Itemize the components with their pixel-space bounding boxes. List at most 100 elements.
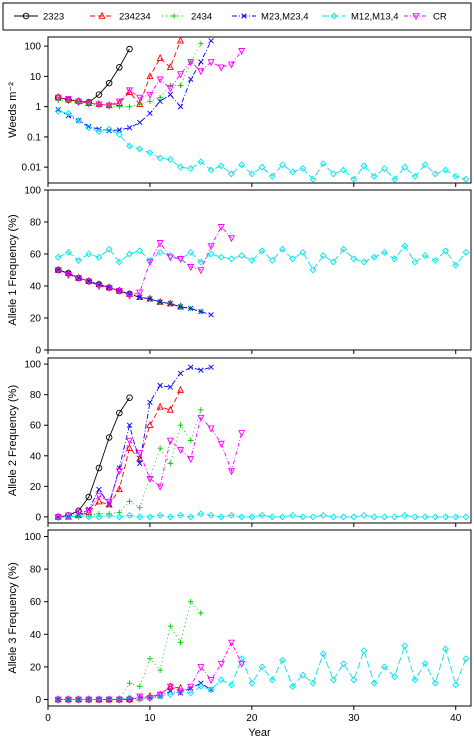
data-point <box>115 258 123 266</box>
data-point <box>329 676 337 684</box>
data-point <box>238 48 246 56</box>
data-point <box>95 464 103 472</box>
y-tick-label: 60 <box>30 597 42 608</box>
data-point <box>105 102 113 110</box>
panel: 0.01 0.1 1 10 100 Weeds m⁻² <box>7 36 472 187</box>
data-point <box>452 261 460 269</box>
data-point <box>431 679 439 687</box>
data-point <box>156 154 164 162</box>
data-point <box>411 172 419 180</box>
data-point <box>75 509 83 517</box>
legend-label: 2323 <box>43 12 64 23</box>
data-point <box>105 511 113 519</box>
data-point <box>309 513 317 521</box>
data-point <box>299 165 307 172</box>
data-point <box>136 449 144 458</box>
x-tick-label: 0 <box>45 713 51 724</box>
data-point <box>75 275 83 283</box>
series-line <box>58 641 243 700</box>
data-point <box>75 98 83 106</box>
data-point <box>268 676 276 684</box>
data-point <box>299 248 307 256</box>
series <box>54 385 185 520</box>
data-point <box>166 156 174 163</box>
data-point <box>95 283 103 291</box>
data-point <box>462 513 470 521</box>
data-point <box>147 474 153 480</box>
series <box>54 639 246 704</box>
data-point <box>380 513 388 521</box>
legend-marker <box>98 11 106 19</box>
data-point <box>217 224 225 232</box>
data-point <box>319 252 327 260</box>
data-point <box>187 248 195 256</box>
legend-marker <box>241 13 247 19</box>
series <box>55 364 214 520</box>
data-point <box>401 163 409 171</box>
y-tick-label: 40 <box>30 451 42 462</box>
data-point <box>360 511 368 519</box>
legend-label: CR <box>433 12 447 23</box>
data-point <box>85 696 93 704</box>
data-point <box>157 94 163 101</box>
data-point <box>75 256 83 264</box>
data-point <box>136 247 144 255</box>
data-point <box>85 493 93 501</box>
data-point <box>136 683 143 690</box>
data-point <box>176 688 185 696</box>
data-point <box>115 485 123 493</box>
data-point <box>116 64 123 71</box>
data-point <box>167 91 174 98</box>
data-point <box>370 679 378 687</box>
data-point <box>197 267 205 275</box>
data-point <box>136 454 144 462</box>
data-point <box>198 308 204 315</box>
data-point <box>64 272 72 280</box>
data-point <box>55 106 61 113</box>
data-point <box>136 513 144 521</box>
data-point <box>157 667 163 673</box>
data-point <box>462 248 470 256</box>
data-point <box>187 689 195 697</box>
data-point <box>238 252 246 260</box>
legend-marker <box>171 13 177 19</box>
series-line <box>58 226 232 297</box>
legend-marker <box>22 12 30 20</box>
data-point <box>187 165 195 172</box>
data-point <box>360 647 368 655</box>
data-point <box>177 639 184 646</box>
data-point <box>147 110 153 117</box>
data-point <box>136 145 144 153</box>
data-point <box>64 513 72 521</box>
data-point <box>442 645 449 653</box>
data-point <box>258 511 266 519</box>
data-point <box>136 94 144 102</box>
data-point <box>177 422 184 429</box>
data-point <box>115 288 123 296</box>
data-point <box>289 683 297 690</box>
data-point <box>95 91 103 98</box>
data-point <box>157 299 163 305</box>
data-point <box>411 513 419 521</box>
data-point <box>207 511 215 519</box>
x-tick-label: 30 <box>348 713 360 724</box>
data-point <box>147 399 153 406</box>
data-point <box>329 513 337 521</box>
data-point <box>95 253 103 261</box>
data-point <box>146 259 154 267</box>
data-point <box>105 498 113 506</box>
data-point <box>147 98 153 105</box>
series-line <box>58 513 466 518</box>
legend-item: M12,M13,4 <box>322 12 399 23</box>
data-point <box>198 407 204 413</box>
data-point <box>329 170 337 178</box>
data-point <box>228 170 235 178</box>
data-point <box>167 623 174 629</box>
data-point <box>75 511 83 519</box>
data-point <box>360 162 368 170</box>
y-tick-label: 20 <box>30 662 42 673</box>
y-tick-label: 80 <box>30 218 42 229</box>
y-axis-label: Weeds m⁻² <box>7 82 19 138</box>
data-point <box>228 681 235 689</box>
